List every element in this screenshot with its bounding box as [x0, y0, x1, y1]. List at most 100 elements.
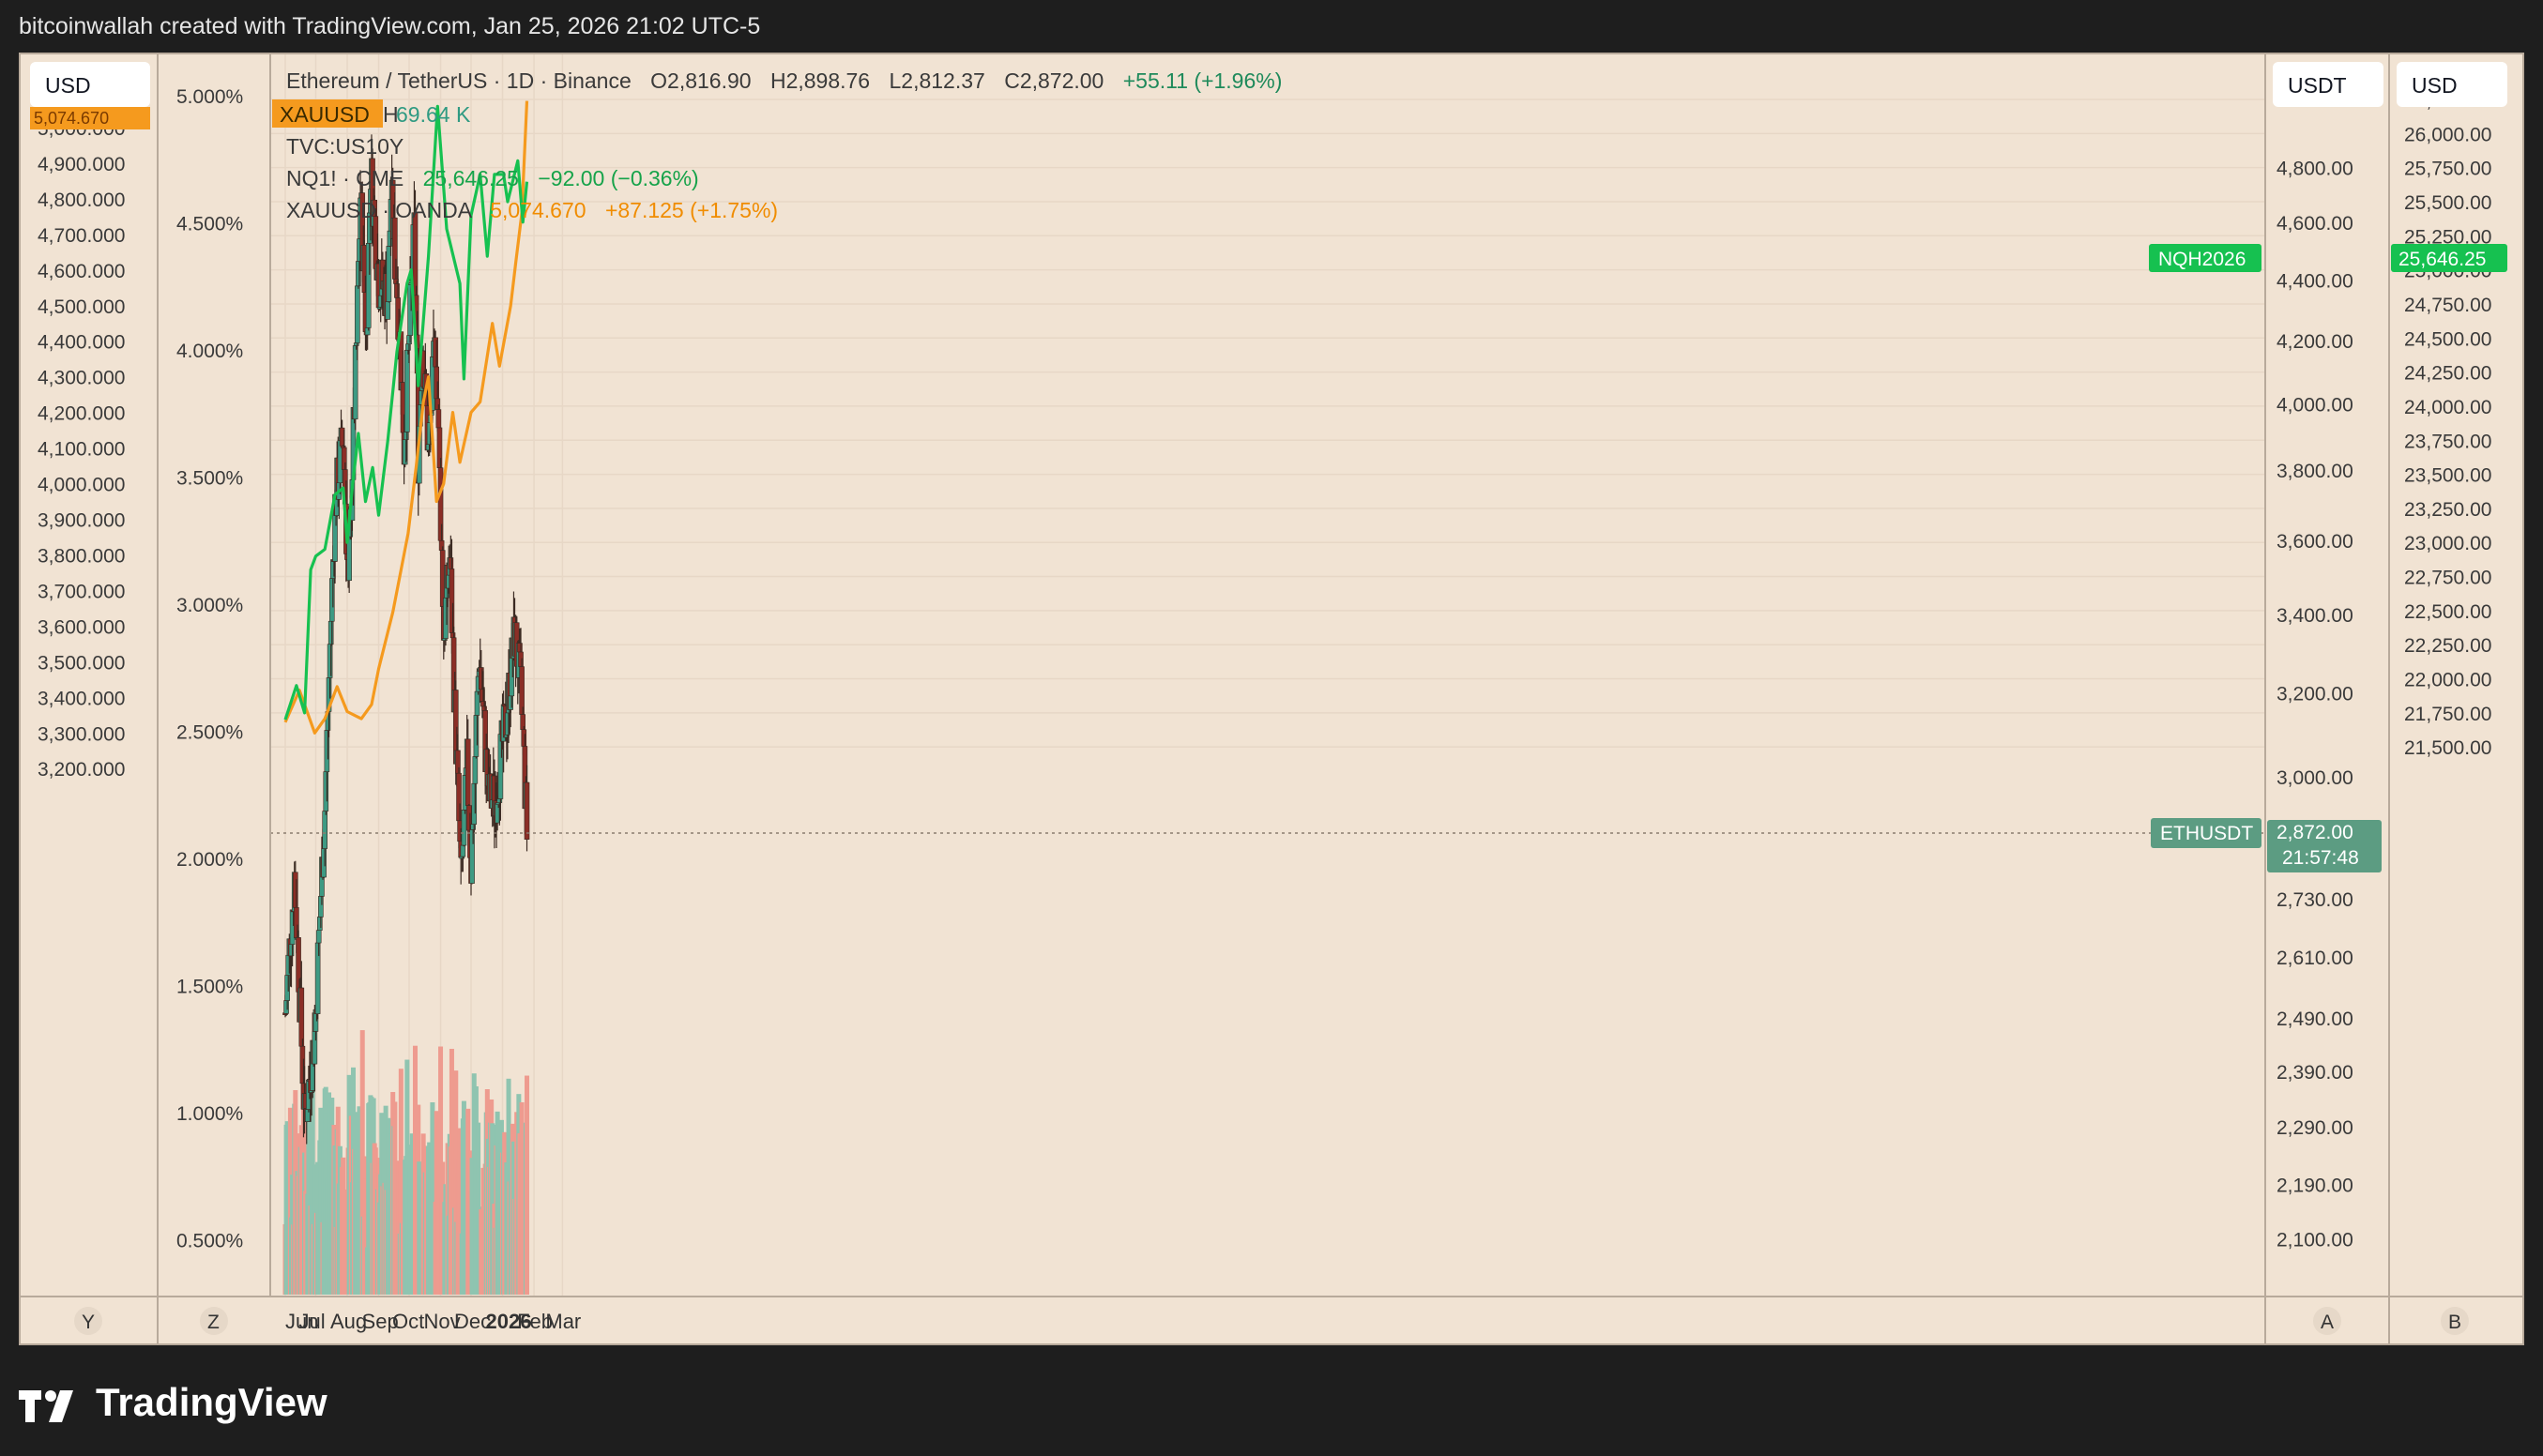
eth-tick-label: 2,390.00 — [2277, 1062, 2353, 1084]
candle-body — [315, 930, 322, 944]
xau-tick-label: 4,700.000 — [38, 225, 125, 247]
candle-body — [305, 1109, 311, 1122]
time-tick-label: Feb — [517, 1310, 553, 1333]
candle-body — [521, 729, 527, 747]
candle-body — [464, 738, 471, 806]
xau-tick-label: 4,200.000 — [38, 403, 125, 425]
xau-tick-label: 3,600.000 — [38, 616, 125, 638]
time-tick-label: Oct — [392, 1310, 424, 1333]
candle-body — [341, 447, 347, 470]
time-tick-label: Aug — [330, 1310, 367, 1333]
candle-body — [323, 771, 329, 811]
nq-tick-label: 25,250.00 — [2404, 226, 2491, 248]
nq-tick-label: 23,000.00 — [2404, 533, 2491, 554]
candle-body — [316, 917, 323, 931]
eth-tick-label: 3,200.00 — [2277, 684, 2353, 705]
us10y-yield-scale[interactable]: 5.000% 4.500% 4.000% 3.500% 3.000% 2.500% 2.00… — [176, 86, 243, 1252]
candle-body — [456, 772, 462, 822]
us10y-tick-label: 1.000% — [176, 1103, 243, 1125]
candle-body — [309, 1090, 314, 1093]
tradingview-branding[interactable]: TradingView — [19, 1370, 327, 1435]
eth-tick-label: 4,200.00 — [2277, 331, 2353, 353]
candle-body — [469, 829, 475, 884]
candle-body — [449, 632, 456, 639]
svg-text:XAUUSD · OANDA 5,074.6: XAUUSD · OANDA 5,074.670 +87.125 (+1.75%… — [286, 198, 778, 222]
xau-tick-label: 3,500.000 — [38, 652, 125, 674]
candle-body — [412, 212, 419, 296]
svg-text:2,872.00: 2,872.00 — [2277, 822, 2353, 843]
volume-bar — [398, 1069, 404, 1295]
svg-text:ETHUSDT: ETHUSDT — [2160, 823, 2253, 844]
candle-body — [517, 643, 523, 653]
tradingview-wordmark: TradingView — [96, 1380, 327, 1424]
candle-body — [283, 1000, 289, 1014]
candle-body — [327, 620, 334, 645]
chart-legend[interactable]: Ethereum / TetherUS · 1D · Binance O2,81… — [272, 68, 1282, 222]
candle-body — [520, 714, 525, 731]
time-tick-label: 2026 — [486, 1310, 532, 1333]
svg-text:NQ1! · CME 25,646.25: NQ1! · CME 25,646.25 −92.00 (−0.36%) — [286, 166, 699, 190]
svg-text:69.64 K: 69.64 K — [396, 102, 471, 127]
time-tick-label: Dec — [454, 1310, 491, 1333]
svg-text:A: A — [2321, 1312, 2334, 1333]
usd-currency-button-left[interactable]: USD — [30, 62, 150, 107]
candle-body — [436, 427, 443, 468]
candle-body — [461, 810, 467, 846]
b-axis-toggle-button[interactable]: B — [2441, 1307, 2469, 1335]
candle-body — [394, 283, 400, 298]
usdt-currency-button[interactable]: USDT — [2273, 62, 2383, 107]
candle-body — [365, 243, 372, 328]
candle-body — [449, 569, 455, 633]
eth-price-tag: ETHUSDT 2,872.00 21:57:48 — [2151, 818, 2382, 873]
candle-body — [508, 695, 514, 710]
svg-text:Y: Y — [82, 1312, 95, 1333]
eth-tick-label: 2,730.00 — [2277, 889, 2353, 911]
svg-text:5,074.670: 5,074.670 — [34, 109, 109, 128]
us10y-tick-label: 2.000% — [176, 849, 243, 871]
candle-body — [318, 896, 324, 918]
xau-tick-label: 3,400.000 — [38, 688, 125, 709]
candle-body — [355, 285, 360, 343]
xau-tick-label: 4,400.000 — [38, 332, 125, 354]
svg-text:TVC:US10Y: TVC:US10Y — [286, 134, 404, 159]
volume-bar — [306, 1087, 312, 1295]
nq-line — [283, 104, 529, 720]
time-tick-label: Mar — [545, 1310, 581, 1333]
nq-tick-label: 22,500.00 — [2404, 601, 2491, 623]
us10y-tick-label: 3.500% — [176, 468, 243, 490]
z-axis-toggle-button[interactable]: Z — [200, 1307, 228, 1335]
svg-text:NQH2026: NQH2026 — [2158, 249, 2246, 270]
candle-body — [405, 343, 411, 351]
us10y-tick-label: 4.500% — [176, 214, 243, 235]
a-axis-toggle-button[interactable]: A — [2313, 1307, 2341, 1335]
us10y-tick-label: 5.000% — [176, 86, 243, 108]
svg-text:USD: USD — [45, 73, 91, 98]
time-tick-label: Sep — [362, 1310, 399, 1333]
volume-bar — [310, 1081, 315, 1295]
volume-bar — [525, 1075, 530, 1295]
nq-price-scale[interactable]: 26,250.0026,000.0025,750.0025,500.0025,2… — [2404, 90, 2491, 759]
nq-tick-label: 24,750.00 — [2404, 295, 2491, 316]
us10y-tick-label: 1.500% — [176, 977, 243, 998]
time-tick-label: Jun — [285, 1310, 318, 1333]
eth-tick-label: 4,000.00 — [2277, 394, 2353, 416]
candle-body — [471, 782, 478, 825]
chart-svg[interactable]: 5,100.0005,000.0004,900.0004,800.0004,70… — [21, 54, 2522, 1343]
svg-text:21:57:48: 21:57:48 — [2282, 847, 2359, 869]
candle-body — [364, 327, 371, 336]
candle-body — [473, 715, 480, 757]
nq-tick-label: 22,750.00 — [2404, 568, 2491, 589]
svg-text:XAUUSD: XAUUSD — [280, 102, 370, 127]
grid-lines — [270, 54, 2265, 1297]
eth-tick-label: 4,600.00 — [2277, 213, 2353, 235]
y-axis-toggle-button[interactable]: Y — [74, 1307, 102, 1335]
usd-currency-button-right[interactable]: USD — [2397, 62, 2507, 107]
nq-tick-label: 25,750.00 — [2404, 159, 2491, 180]
nq-tick-label: 26,000.00 — [2404, 124, 2491, 145]
xau-tick-label: 3,900.000 — [38, 510, 125, 532]
volume-legend-badge — [272, 99, 383, 128]
eth-tick-label: 2,100.00 — [2277, 1230, 2353, 1251]
nq-tick-label: 24,000.00 — [2404, 397, 2491, 418]
eth-price-scale[interactable]: 4,800.00 4,600.00 4,400.00 4,200.00 4,000.00… — [2277, 158, 2353, 1251]
